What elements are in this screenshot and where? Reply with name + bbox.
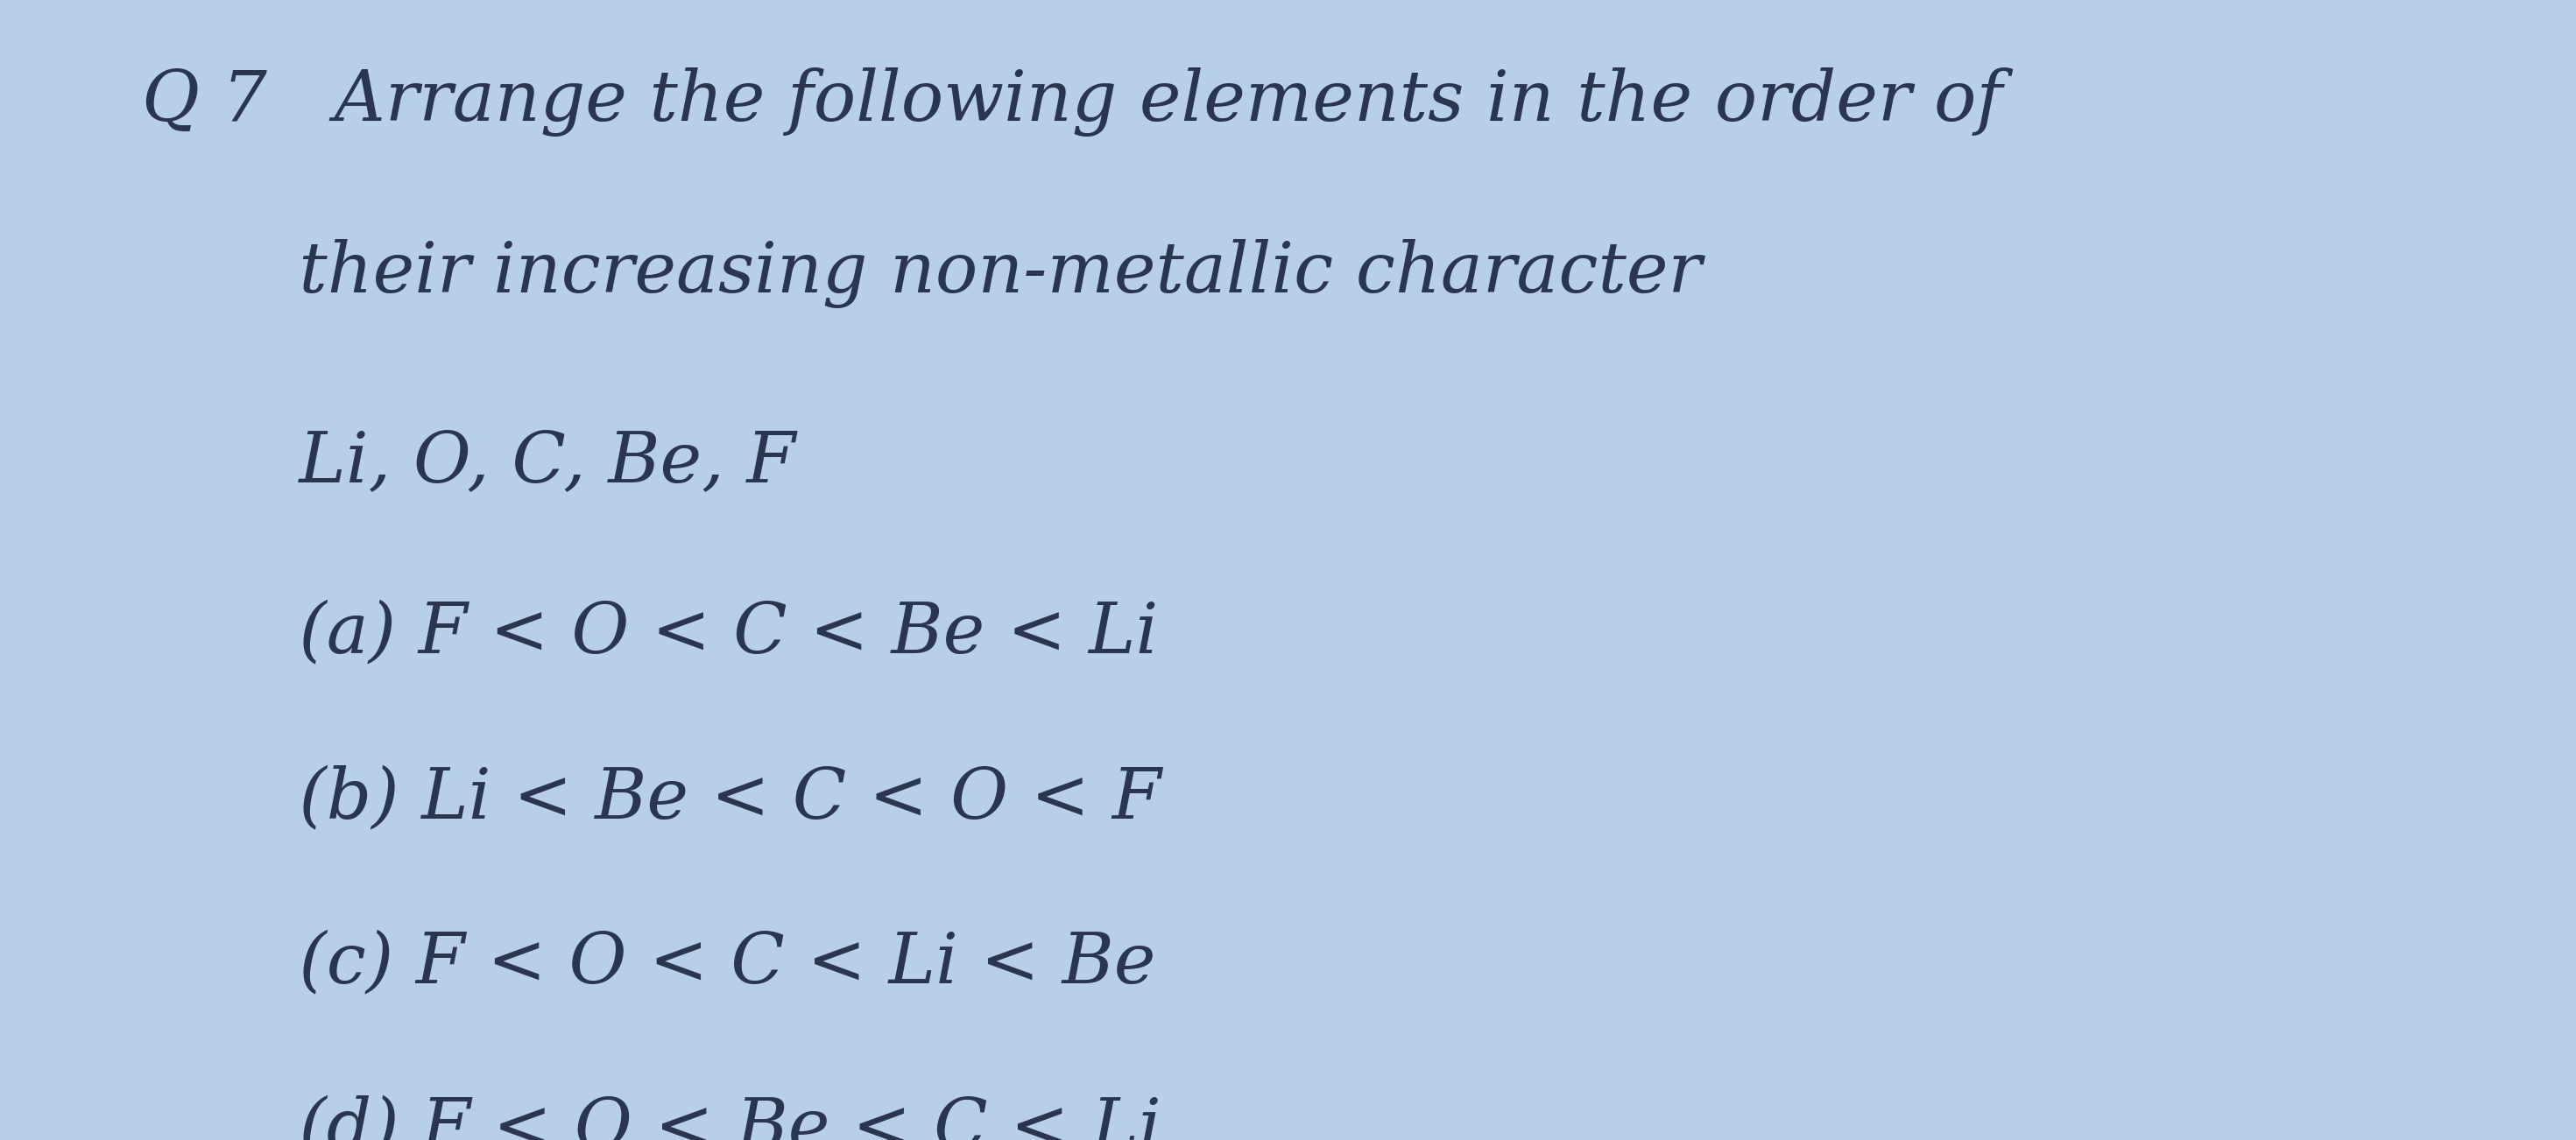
Text: Li, O, C, Be, F: Li, O, C, Be, F	[142, 428, 796, 496]
Text: Q 7   Arrange the following elements in the order of: Q 7 Arrange the following elements in th…	[142, 67, 2002, 137]
Text: (d) F < O < Be < C < Li: (d) F < O < Be < C < Li	[142, 1094, 1162, 1140]
Text: (c) F < O < C < Li < Be: (c) F < O < C < Li < Be	[142, 929, 1157, 998]
Text: their increasing non-metallic character: their increasing non-metallic character	[142, 238, 1703, 308]
Text: (a) F < O < C < Be < Li: (a) F < O < C < Be < Li	[142, 598, 1159, 667]
Text: (b) Li < Be < C < O < F: (b) Li < Be < C < O < F	[142, 764, 1162, 832]
